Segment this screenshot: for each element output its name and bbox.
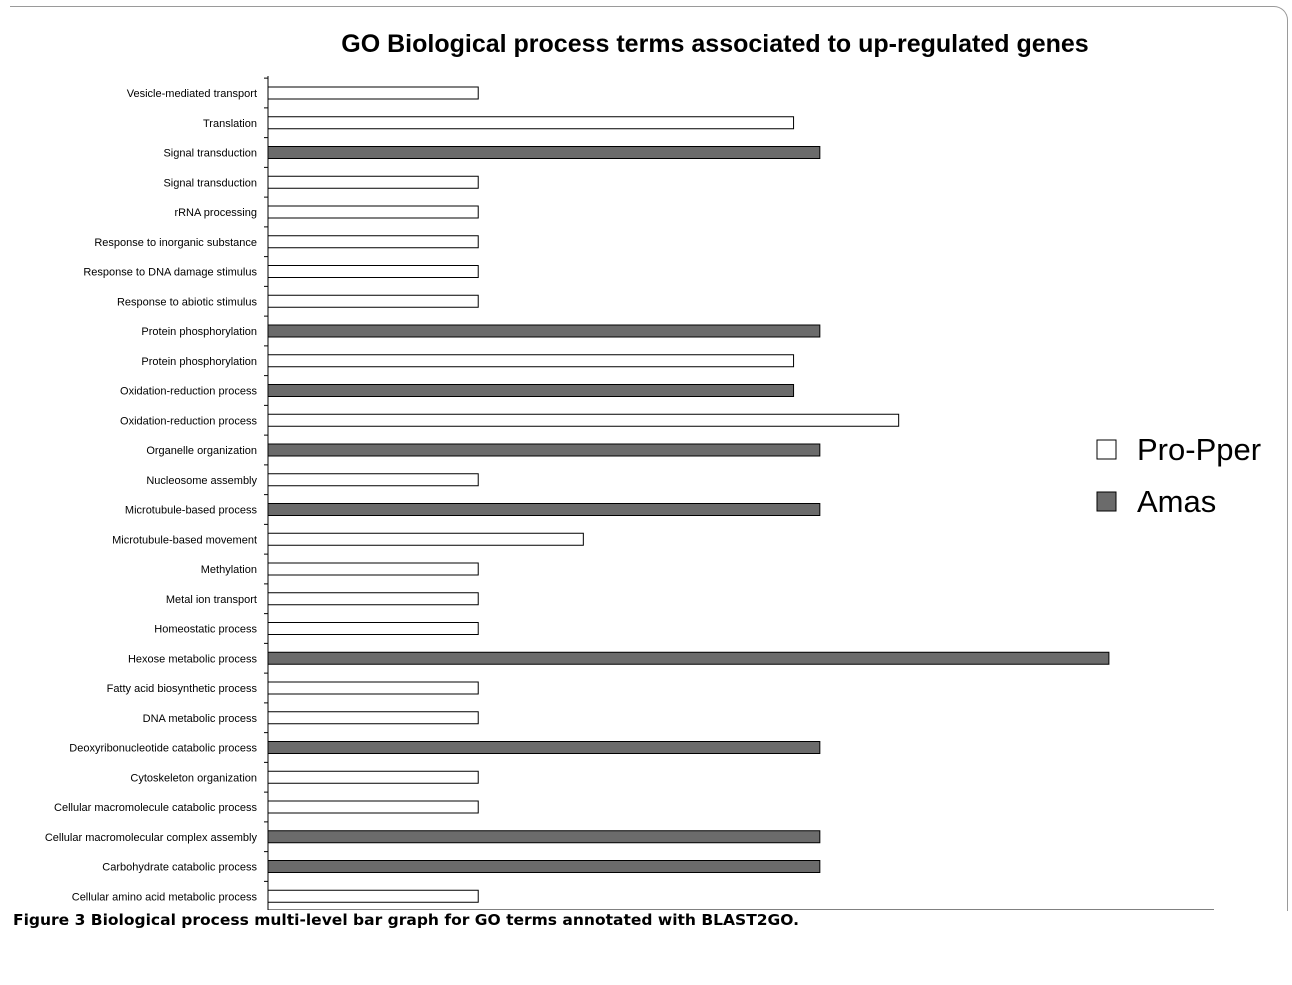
bar-pro-pper	[267, 889, 479, 903]
category-label: Oxidation-reduction process	[120, 415, 257, 427]
bar-pro-pper	[267, 800, 479, 814]
category-label: Oxidation-reduction process	[120, 386, 257, 398]
bars-layer	[267, 86, 1110, 903]
bar-pro-pper	[267, 235, 479, 249]
caption-text: Biological process multi-level bar graph…	[90, 911, 799, 929]
category-label: Microtubule-based movement	[112, 534, 257, 546]
legend-label-amas: Amas	[1137, 484, 1216, 519]
caption-label: Figure 3	[13, 911, 86, 929]
category-label: Protein phosphorylation	[141, 326, 257, 338]
bar-pro-pper	[267, 711, 479, 725]
bar-pro-pper	[267, 770, 479, 784]
bar-amas	[267, 324, 821, 338]
bar-pro-pper	[267, 294, 479, 308]
bar-amas	[267, 651, 1110, 665]
category-label: Cellular macromolecule catabolic process	[54, 802, 257, 814]
category-label: Nucleosome assembly	[146, 475, 257, 487]
category-label: Hexose metabolic process	[128, 653, 258, 665]
bar-pro-pper	[267, 354, 795, 368]
category-label: Response to inorganic substance	[94, 237, 257, 249]
category-label: Deoxyribonucleotide catabolic process	[69, 743, 257, 755]
category-label: Cellular amino acid metabolic process	[72, 891, 258, 903]
bar-amas	[267, 860, 821, 873]
bar-pro-pper	[267, 413, 900, 427]
category-label: Organelle organization	[146, 445, 257, 457]
bar-amas	[267, 830, 821, 844]
bar-amas	[267, 443, 821, 457]
category-label: Homeostatic process	[154, 624, 257, 636]
bar-amas	[267, 146, 821, 159]
category-label: Signal transduction	[163, 177, 257, 189]
bar-pro-pper	[267, 622, 479, 635]
bar-pro-pper	[267, 473, 479, 487]
bar-chart: GO Biological process terms associated t…	[45, 30, 1261, 910]
bar-pro-pper	[267, 175, 479, 189]
bar-amas	[267, 741, 821, 754]
legend-swatch-pro-pper	[1096, 439, 1117, 460]
bar-pro-pper	[267, 205, 479, 219]
legend-label-pro-pper: Pro-Pper	[1137, 432, 1261, 467]
category-label: Vesicle-mediated transport	[127, 88, 257, 100]
bar-pro-pper	[267, 86, 479, 100]
category-label: Translation	[203, 118, 257, 130]
bar-amas	[267, 384, 795, 397]
legend-swatch-amas	[1096, 491, 1117, 512]
category-label: Fatty acid biosynthetic process	[107, 683, 258, 695]
category-label: Methylation	[201, 564, 257, 576]
category-label: Protein phosphorylation	[141, 356, 257, 368]
category-labels: Vesicle-mediated transport Translation Sig…	[45, 88, 258, 903]
category-label: Signal transduction	[163, 148, 257, 160]
category-label: Response to DNA damage stimulus	[83, 267, 257, 279]
category-label: rRNA processing	[174, 207, 257, 219]
figure-frame	[10, 6, 1288, 911]
bar-pro-pper	[267, 532, 584, 546]
category-label: Cytoskeleton organization	[130, 772, 257, 784]
bar-pro-pper	[267, 116, 795, 130]
category-label: Response to abiotic stimulus	[117, 296, 258, 308]
figure-caption: Figure 3 Biological process multi-level …	[13, 911, 1283, 929]
bar-amas	[267, 503, 821, 516]
bar-pro-pper	[267, 562, 479, 576]
x-axis: 024681012141618	[264, 76, 1214, 910]
bar-pro-pper	[267, 265, 479, 278]
category-label: Metal ion transport	[166, 594, 257, 606]
legend: Pro-Pper Amas	[1096, 432, 1261, 519]
category-label: DNA metabolic process	[143, 713, 258, 725]
bar-pro-pper	[267, 681, 479, 695]
chart-title: GO Biological process terms associated t…	[341, 30, 1088, 58]
category-label: Carbohydrate catabolic process	[102, 862, 257, 874]
category-label: Microtubule-based process	[125, 505, 258, 517]
bar-pro-pper	[267, 592, 479, 606]
category-label: Cellular macromolecular complex assembly	[45, 832, 258, 844]
